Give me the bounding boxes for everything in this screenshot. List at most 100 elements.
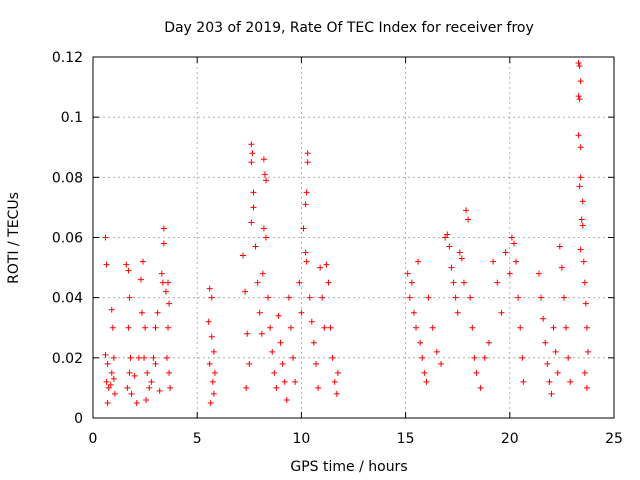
data-point bbox=[158, 270, 165, 277]
data-point bbox=[460, 279, 467, 286]
data-point bbox=[408, 279, 415, 286]
data-point bbox=[154, 309, 161, 316]
data-point bbox=[248, 219, 255, 226]
data-point bbox=[279, 360, 286, 367]
data-point bbox=[442, 234, 449, 241]
y-tick-label: 0.12 bbox=[52, 50, 83, 66]
data-point bbox=[296, 279, 303, 286]
data-point bbox=[517, 324, 524, 331]
data-point bbox=[581, 369, 588, 376]
data-point bbox=[208, 294, 215, 301]
data-point bbox=[300, 225, 307, 232]
data-point bbox=[162, 288, 169, 295]
x-tick-label: 25 bbox=[605, 431, 623, 447]
data-point bbox=[452, 294, 459, 301]
data-point bbox=[111, 390, 118, 397]
data-point bbox=[308, 318, 315, 325]
data-point bbox=[433, 348, 440, 355]
data-point bbox=[315, 384, 322, 391]
y-axis-label: ROTI / TECUs bbox=[6, 192, 22, 284]
data-point bbox=[446, 243, 453, 250]
x-tick-label: 15 bbox=[397, 431, 415, 447]
data-point bbox=[306, 294, 313, 301]
x-tick-label: 5 bbox=[193, 431, 202, 447]
data-point bbox=[550, 324, 557, 331]
data-point bbox=[498, 309, 505, 316]
data-point bbox=[584, 348, 591, 355]
y-tick-label: 0.08 bbox=[52, 170, 83, 186]
data-point bbox=[152, 360, 159, 367]
data-point bbox=[277, 339, 284, 346]
data-point bbox=[577, 144, 584, 151]
data-point bbox=[576, 183, 583, 190]
data-point bbox=[481, 354, 488, 361]
data-point bbox=[582, 300, 589, 307]
data-point bbox=[554, 369, 561, 376]
data-point bbox=[473, 369, 480, 376]
data-point bbox=[256, 309, 263, 316]
x-tick-label: 0 bbox=[89, 431, 98, 447]
data-point bbox=[110, 375, 117, 382]
data-point bbox=[576, 63, 583, 70]
data-point bbox=[444, 231, 451, 238]
data-point bbox=[304, 150, 311, 157]
data-point bbox=[520, 378, 527, 385]
data-point bbox=[108, 306, 115, 313]
data-point bbox=[302, 249, 309, 256]
data-point bbox=[515, 294, 522, 301]
data-point bbox=[578, 216, 585, 223]
data-point bbox=[262, 234, 269, 241]
data-point bbox=[260, 156, 267, 163]
data-point bbox=[102, 351, 109, 358]
data-point bbox=[144, 369, 151, 376]
data-point bbox=[302, 201, 309, 208]
data-point bbox=[273, 384, 280, 391]
data-point bbox=[250, 189, 257, 196]
data-point bbox=[261, 171, 268, 178]
data-point bbox=[128, 390, 135, 397]
data-point bbox=[583, 384, 590, 391]
data-point bbox=[581, 279, 588, 286]
data-point bbox=[406, 294, 413, 301]
data-point bbox=[321, 324, 328, 331]
data-point bbox=[577, 78, 584, 85]
data-point bbox=[506, 270, 513, 277]
data-point bbox=[103, 261, 110, 268]
y-tick-label: 0.06 bbox=[52, 231, 83, 247]
data-point bbox=[166, 369, 173, 376]
data-point bbox=[248, 141, 255, 148]
data-point bbox=[577, 246, 584, 253]
data-point bbox=[160, 225, 167, 232]
data-point bbox=[206, 360, 213, 367]
data-point bbox=[334, 369, 341, 376]
x-tick-label: 20 bbox=[501, 431, 519, 447]
data-point bbox=[535, 270, 542, 277]
data-point bbox=[490, 258, 497, 265]
data-point bbox=[125, 324, 132, 331]
data-point bbox=[429, 324, 436, 331]
data-point bbox=[494, 279, 501, 286]
data-point bbox=[285, 294, 292, 301]
data-point bbox=[312, 360, 319, 367]
data-point bbox=[563, 324, 570, 331]
data-point bbox=[333, 390, 340, 397]
data-point bbox=[105, 384, 112, 391]
data-point bbox=[560, 294, 567, 301]
data-point bbox=[456, 249, 463, 256]
data-point bbox=[244, 330, 251, 337]
data-point bbox=[556, 243, 563, 250]
y-tick-label: 0.04 bbox=[52, 291, 83, 307]
data-point bbox=[292, 378, 299, 385]
data-point bbox=[281, 378, 288, 385]
data-point bbox=[242, 288, 249, 295]
data-point bbox=[208, 333, 215, 340]
data-point bbox=[319, 294, 326, 301]
data-point bbox=[575, 60, 582, 67]
data-point bbox=[502, 249, 509, 256]
data-point bbox=[567, 378, 574, 385]
data-point bbox=[331, 378, 338, 385]
data-point bbox=[485, 339, 492, 346]
data-point bbox=[450, 279, 457, 286]
data-point bbox=[290, 354, 297, 361]
